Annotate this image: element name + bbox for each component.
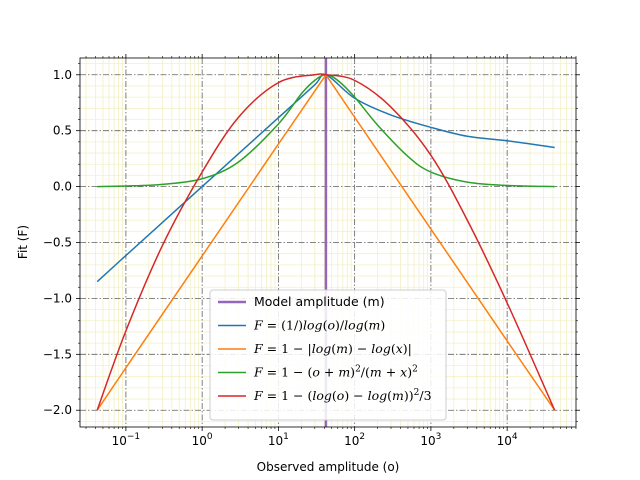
series-squared-log-diff-line (96, 73, 556, 411)
y-tick-label: −1.0 (43, 291, 72, 305)
tick-labels: 10−1 100 101 102 103 104 −2.0 −1.5 −1.0 −0.5 0.0 0.… (43, 68, 518, 448)
legend-entry-abs-log-diff-label: F = 1 − |log(m) − log(x)| (253, 341, 412, 356)
x-tick-label: 104 (497, 432, 518, 448)
axis-ticks (76, 54, 580, 431)
x-axis-label: Observed amplitude (o) (257, 460, 400, 474)
x-tick-label: 103 (420, 432, 441, 448)
legend: Model amplitude (m) F = (1/)log(o)/log(m)… (209, 289, 447, 421)
y-tick-label: −2.0 (43, 403, 72, 417)
y-axis-label: Fit (F) (16, 225, 30, 259)
x-tick-label: 102 (344, 432, 365, 448)
legend-entry-squared-log-diff-label: F = 1 − (log(o) − log(m))2/3 (253, 388, 432, 403)
y-tick-label: 1.0 (53, 68, 72, 82)
x-tick-label: 101 (268, 432, 289, 448)
y-tick-label: −1.5 (43, 347, 72, 361)
legend-box (209, 289, 447, 421)
x-tick-label: 100 (192, 432, 213, 448)
y-tick-label: −0.5 (43, 236, 72, 250)
x-tick-label: 10−1 (112, 432, 141, 448)
y-tick-label: 0.0 (53, 180, 72, 194)
y-tick-label: 0.5 (53, 124, 72, 138)
legend-entry-model-amplitude-label: Model amplitude (m) (254, 294, 385, 309)
legend-entry-squared-ratio-label: F = 1 − (o + m)2/(m + x)2 (253, 365, 418, 380)
legend-entry-log-ratio-label: F = (1/)log(o)/log(m) (253, 318, 385, 333)
